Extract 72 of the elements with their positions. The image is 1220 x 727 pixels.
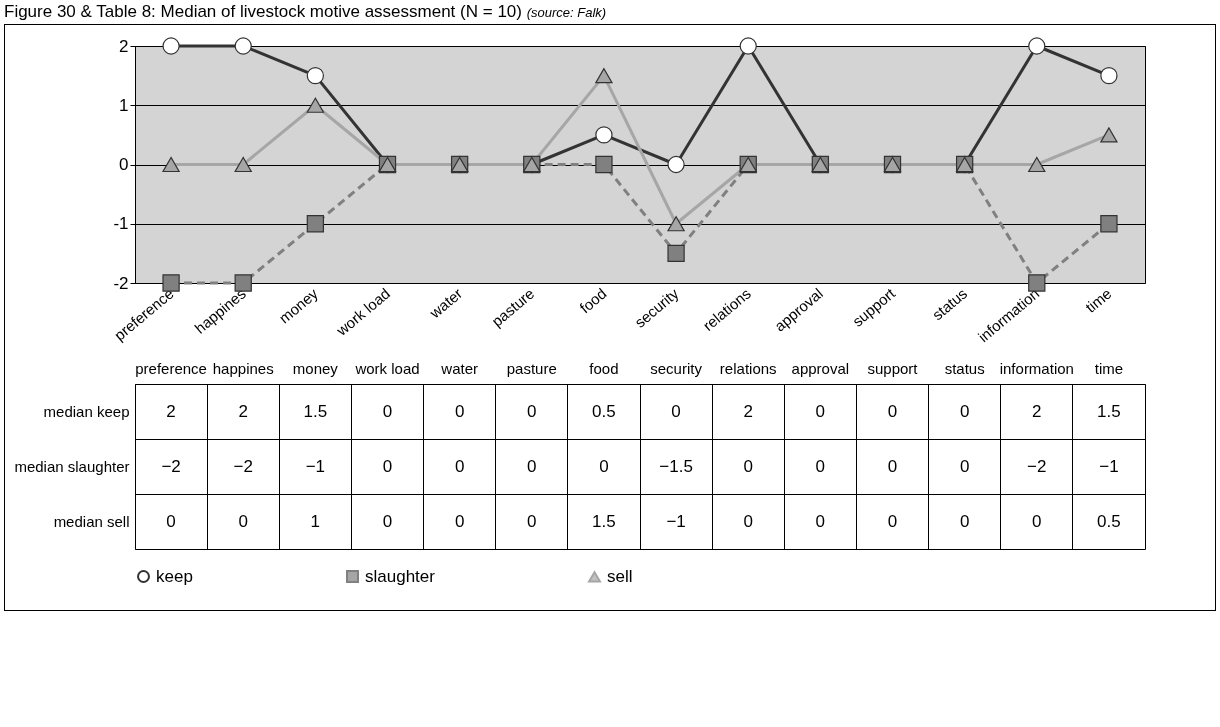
data-label: 0 — [887, 401, 898, 421]
data-label: 0 — [959, 456, 970, 476]
y-tick-label: 0 — [119, 155, 129, 174]
data-label: 0 — [454, 511, 465, 531]
data-label: 0 — [454, 456, 465, 476]
data-label: 0 — [166, 511, 176, 531]
category-label: money — [292, 359, 338, 377]
data-label: 0.5 — [1097, 511, 1121, 531]
data-label: 0 — [527, 401, 537, 421]
legend-label: slaughter — [365, 566, 436, 586]
data-label: 1 — [310, 511, 321, 531]
data-label: 0 — [887, 511, 898, 531]
data-label: 0.5 — [592, 401, 616, 421]
data-label: 0 — [527, 456, 537, 476]
text: (source: Falk) — [526, 5, 607, 20]
data-label: −2 — [1027, 456, 1047, 476]
text: median keep — [43, 402, 130, 420]
data-label: 0 — [887, 456, 898, 476]
data-label: 0 — [238, 511, 248, 531]
data-label: 0 — [454, 401, 465, 421]
y-tick-label: 1 — [119, 95, 129, 115]
data-label: −2 — [161, 456, 181, 476]
category-label: security — [650, 359, 702, 377]
data-label: 0 — [382, 511, 393, 531]
category-label: time — [1094, 359, 1124, 377]
data-label: 2 — [743, 401, 753, 421]
legend-label: keep — [156, 566, 193, 586]
category-label: information — [999, 359, 1074, 377]
category-label: preference — [135, 359, 207, 377]
data-label: 2 — [166, 401, 176, 421]
data-label: 0 — [959, 511, 970, 531]
data-label: 0 — [1032, 511, 1042, 531]
data-label: −1.5 — [659, 456, 693, 476]
data-label: 2 — [238, 401, 248, 421]
data-label: 0 — [743, 511, 753, 531]
data-label: 0 — [815, 511, 826, 531]
data-label: 2 — [1032, 401, 1042, 421]
category-label: approval — [791, 359, 850, 377]
x-tick-label: work load — [332, 284, 394, 340]
data-label: 0 — [527, 511, 537, 531]
data-label: 0 — [959, 401, 970, 421]
category-label: water — [441, 359, 478, 377]
data-label: 1.5 — [303, 401, 328, 421]
data-label: 0 — [599, 456, 609, 476]
chart-title: Figure 30 & Table 8: Median of livestock motive assessment (N = 10) — [4, 2, 522, 21]
category-label: work load — [355, 359, 420, 377]
category-label: support — [867, 359, 918, 377]
y-tick-label: -1 — [113, 214, 129, 234]
data-label: 0 — [382, 401, 393, 421]
category-label: food — [589, 359, 619, 377]
legend-label: sell — [607, 566, 633, 586]
text: median sell — [53, 512, 130, 530]
data-label: 0 — [815, 456, 826, 476]
category-label: happines — [212, 359, 274, 377]
data-label: 0 — [815, 401, 826, 421]
category-label: relations — [719, 359, 777, 377]
data-label: 1.5 — [592, 511, 616, 531]
y-tick-label: -2 — [113, 273, 129, 293]
data-label: 0 — [743, 456, 753, 476]
data-label: 0 — [382, 456, 393, 476]
data-label: −2 — [233, 456, 253, 476]
category-label: status — [944, 359, 985, 377]
data-label: 1.5 — [1097, 401, 1121, 421]
category-label: pasture — [506, 359, 557, 377]
x-tick-label: food — [576, 284, 610, 317]
data-label: −1 — [1099, 456, 1119, 476]
y-tick-label: 2 — [119, 36, 129, 56]
data-label: −1 — [305, 456, 326, 476]
data-label: −1 — [666, 511, 686, 531]
text: median slaughter — [14, 457, 130, 475]
data-label: 0 — [671, 401, 681, 421]
x-tick-label: time — [1081, 284, 1115, 316]
